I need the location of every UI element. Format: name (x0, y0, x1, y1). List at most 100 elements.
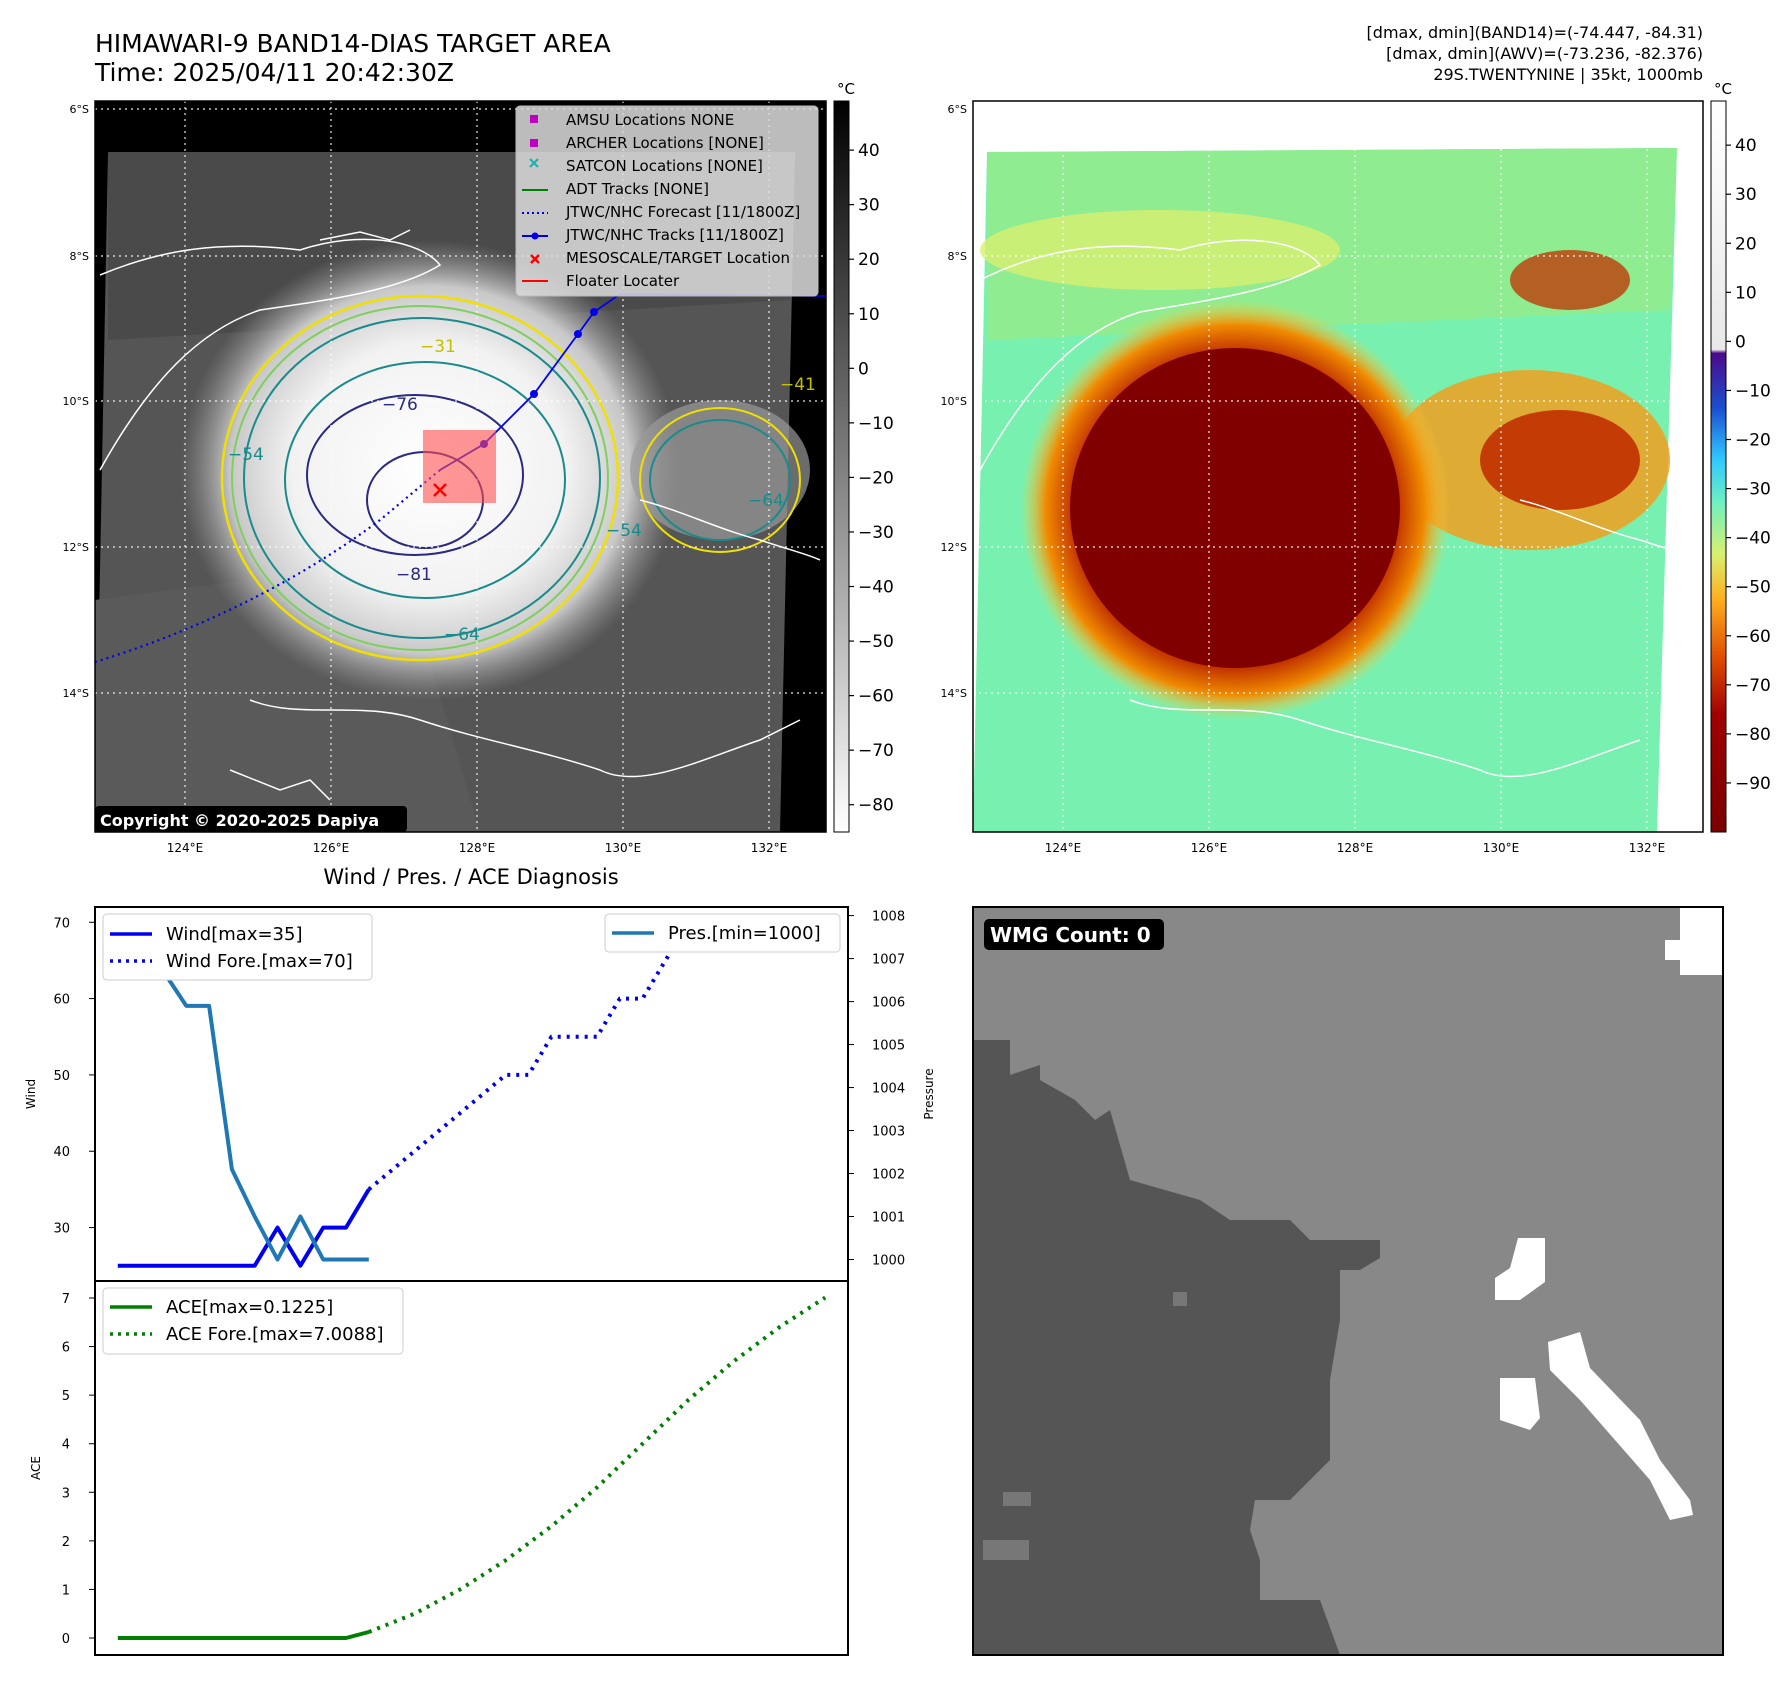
legend-item: ARCHER Locations [NONE] (566, 134, 764, 152)
ace-tick-label: 5 (62, 1389, 70, 1404)
lat-tick-label: 14°S (63, 687, 89, 700)
pressure-tick-label: 1008 (872, 910, 905, 925)
colorbar-tick-label: −40 (1735, 529, 1771, 549)
pressure-axis-label: Pressure (922, 1068, 936, 1119)
wind-legend-item: Wind[max=35] (166, 924, 303, 945)
colorbar-tick-label: −50 (1735, 578, 1771, 598)
colorbar-tick-label: −10 (1735, 381, 1771, 401)
ace-tick-label: 3 (62, 1486, 70, 1501)
ace-tick-label: 1 (62, 1583, 70, 1598)
colorbar-tick-label: 10 (1735, 283, 1757, 303)
colorbar-tick-label: 0 (858, 359, 869, 379)
colorbar-tick-label: 20 (858, 250, 880, 270)
colorbar-tick-label: −90 (1735, 774, 1771, 794)
lat-tick-label: 10°S (941, 395, 967, 408)
lat-tick-label: 10°S (63, 395, 89, 408)
wmg-count-text: WMG Count: 0 (990, 923, 1151, 947)
contour-label: −41 (780, 375, 816, 395)
colorbar-tick-label: 40 (1735, 136, 1757, 156)
contour-label: −64 (748, 491, 784, 511)
ace-axis-label: ACE (29, 1456, 43, 1480)
wind-pressure-panel: Wind / Pres. / ACE Diagnosis 3040506070 … (24, 865, 936, 1282)
lon-tick-label: 130°E (1483, 841, 1520, 855)
legend-item: JTWC/NHC Tracks [11/1800Z] (565, 226, 784, 244)
wind-forecast-series-line (367, 920, 827, 1191)
colorbar-tick-label: −70 (1735, 676, 1771, 696)
contour-label: −76 (382, 395, 418, 415)
ace-panel: 0 1 2 3 4 5 6 7 ACE ACE[max=0.1225] ACE Fore.[m… (29, 1280, 849, 1656)
wmg-count-badge (984, 919, 1164, 950)
pressure-tick-label: 1000 (872, 1254, 905, 1269)
colorbar-tick-label: −20 (858, 468, 894, 488)
lat-tick-label: 12°S (63, 541, 89, 554)
wind-tick-label: 40 (53, 1145, 70, 1160)
pressure-tick-label: 1006 (872, 996, 905, 1011)
ace-tick-label: 6 (62, 1341, 70, 1356)
pressure-tick-label: 1005 (872, 1039, 905, 1054)
copyright-text: Copyright © 2020-2025 Dapiya (100, 811, 379, 830)
wind-legend-item: Wind Fore.[max=70] (166, 951, 353, 972)
info-band14: [dmax, dmin](BAND14)=(-74.447, -84.31) (1367, 23, 1703, 42)
contour-label: −81 (396, 565, 432, 585)
colorbar-tick-label: 30 (1735, 185, 1757, 205)
colorbar-tick-label: 10 (858, 305, 880, 325)
lat-tick-label: 6°S (70, 103, 89, 116)
lon-tick-label: 130°E (605, 841, 642, 855)
satcon-marker (529, 158, 539, 168)
wind-tick-label: 30 (53, 1222, 70, 1237)
jtwc-forecast-track (95, 469, 441, 664)
pressure-tick-label: 1001 (872, 1211, 905, 1226)
legend-item: Floater Locater (566, 272, 680, 290)
contour-label: −31 (420, 337, 456, 357)
awv-colorbar-unit: °C (1714, 80, 1732, 98)
pressure-tick-label: 1004 (872, 1082, 905, 1097)
pressure-tick-label: 1007 (872, 953, 905, 968)
awv-colorbar (1710, 100, 1727, 833)
lon-tick-label: 124°E (167, 841, 204, 855)
wind-tick-label: 60 (53, 993, 70, 1008)
wind-tick-label: 70 (53, 916, 70, 931)
contour-label: −64 (444, 625, 480, 645)
colorbar-tick-label: −10 (858, 414, 894, 434)
lon-tick-label: 124°E (1045, 841, 1082, 855)
colorbar-tick-label: −80 (858, 796, 894, 816)
contour-label: −54 (606, 521, 642, 541)
pressure-tick-label: 1002 (872, 1168, 905, 1183)
wind-tick-label: 50 (53, 1069, 70, 1084)
lon-tick-label: 126°E (1191, 841, 1228, 855)
colorbar-tick-label: −50 (858, 632, 894, 652)
colorbar-tick-label: −70 (858, 741, 894, 761)
ace-tick-label: 4 (62, 1438, 70, 1453)
lon-tick-label: 132°E (751, 841, 788, 855)
colorbar-tick-label: 40 (858, 141, 880, 161)
lon-tick-label: 128°E (459, 841, 496, 855)
awv-map: 6°S 8°S 10°S 12°S 14°S 124°E 126°E 128°E 130°E 1… (941, 80, 1771, 855)
ace-legend-item: ACE Fore.[max=7.0088] (166, 1324, 384, 1345)
legend-item: JTWC/NHC Forecast [11/1800Z] (565, 203, 800, 221)
copyright-badge (95, 806, 407, 832)
ace-forecast-series-line (368, 1295, 827, 1634)
colorbar-tick-label: −60 (1735, 627, 1771, 647)
ace-series-line (117, 1630, 370, 1640)
lat-tick-label: 14°S (941, 687, 967, 700)
band14-colorbar (833, 100, 850, 833)
diagnosis-title: Wind / Pres. / ACE Diagnosis (323, 865, 618, 889)
lon-tick-label: 132°E (1629, 841, 1666, 855)
pressure-legend: Pres.[min=1000] (604, 913, 841, 953)
colorbar-tick-label: −40 (858, 578, 894, 598)
page-subtitle: Time: 2025/04/11 20:42:30Z (94, 58, 454, 87)
map-legend: AMSU Locations NONE ARCHER Locations [NO… (515, 105, 819, 297)
lon-tick-label: 126°E (313, 841, 350, 855)
floater-box (423, 430, 496, 503)
legend-item: AMSU Locations NONE (566, 111, 734, 129)
pressure-legend-item: Pres.[min=1000] (668, 923, 821, 944)
ace-tick-label: 7 (62, 1292, 70, 1307)
wind-series-line (117, 1188, 371, 1268)
legend-item: ADT Tracks [NONE] (566, 180, 709, 198)
colorbar-tick-label: 30 (858, 196, 880, 216)
target-legend-marker (530, 254, 540, 264)
colorbar-tick-label: −20 (1735, 431, 1771, 451)
ace-tick-label: 0 (62, 1632, 70, 1647)
ace-legend: ACE[max=0.1225] ACE Fore.[max=7.0088] (102, 1287, 404, 1355)
